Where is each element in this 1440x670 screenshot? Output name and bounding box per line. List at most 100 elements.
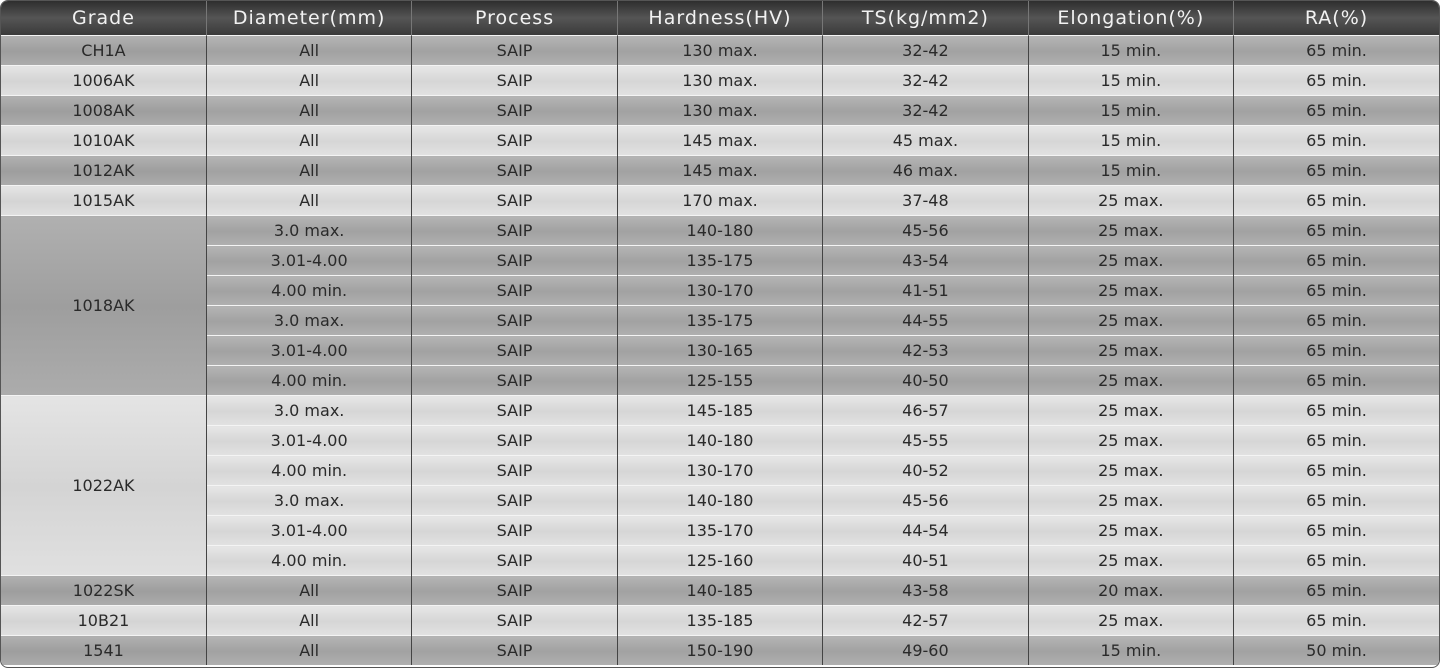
table-cell: 45-55 [822, 425, 1029, 456]
table-cell: 65 min. [1233, 455, 1439, 486]
table-cell: 65 min. [1233, 275, 1439, 306]
grade-cell: CH1A [1, 35, 207, 66]
table-cell: SAIP [411, 95, 618, 126]
table-cell: 145 max. [616, 155, 823, 186]
table-cell: All [205, 65, 412, 96]
table-cell: 4.00 min. [205, 275, 412, 306]
table-cell: SAIP [411, 275, 618, 306]
table-row: 3.01-4.00 SAIP 140-180 45-55 25 max. 65 min. [1, 425, 1439, 456]
table-cell: 3.01-4.00 [205, 515, 412, 546]
table-cell: 25 max. [1027, 545, 1234, 576]
table-cell: 45-56 [822, 215, 1029, 246]
table-row: 3.01-4.00 SAIP 135-170 44-54 25 max. 65 min. [1, 515, 1439, 546]
table-cell: 42-57 [822, 605, 1029, 636]
table-cell: 3.0 max. [205, 215, 412, 246]
grade-cell: 1015AK [1, 185, 207, 216]
table-row: 4.00 min. SAIP 130-170 40-52 25 max. 65 min. [1, 455, 1439, 486]
table-cell: 130-170 [616, 455, 823, 486]
table-cell: 125-155 [616, 365, 823, 396]
table-row: 4.00 min. SAIP 125-160 40-51 25 max. 65 min. [1, 545, 1439, 576]
table-cell: 41-51 [822, 275, 1029, 306]
table-cell: 3.01-4.00 [205, 245, 412, 276]
table-cell: 15 min. [1027, 125, 1234, 156]
table-row: 1018AK 3.0 max. SAIP 140-180 45-56 25 max. 65 … [1, 215, 1439, 396]
header-row: Grade Diameter(mm) Process Hardness(HV) TS(k… [1, 1, 1439, 36]
table-cell: 32-42 [822, 95, 1029, 126]
table-cell: 25 max. [1027, 215, 1234, 246]
table-cell: SAIP [411, 455, 618, 486]
table-cell: SAIP [411, 215, 618, 246]
table-cell: SAIP [411, 125, 618, 156]
table-cell: 3.01-4.00 [205, 425, 412, 456]
table-cell: 130-165 [616, 335, 823, 366]
table-cell: 4.00 min. [205, 545, 412, 576]
table-cell: 65 min. [1233, 605, 1439, 636]
table-cell: All [205, 635, 412, 665]
table-row: 1010AK All SAIP 145 max. 45 max. 15 min. 65 mi… [1, 125, 1439, 156]
table-cell: 135-175 [616, 305, 823, 336]
table-cell: 44-55 [822, 305, 1029, 336]
table-cell: SAIP [411, 185, 618, 216]
table-cell: 65 min. [1233, 425, 1439, 456]
table-cell: SAIP [411, 335, 618, 366]
header-cell: RA(%) [1233, 1, 1439, 36]
header-cell: Elongation(%) [1027, 1, 1234, 36]
table-cell: 32-42 [822, 65, 1029, 96]
table-cell: 45-56 [822, 485, 1029, 516]
table-cell: 25 max. [1027, 365, 1234, 396]
header-cell: Diameter(mm) [205, 1, 412, 36]
table-cell: 65 min. [1233, 95, 1439, 126]
table-cell: 3.0 max. [205, 485, 412, 516]
table-cell: 42-53 [822, 335, 1029, 366]
table-cell: 130-170 [616, 275, 823, 306]
table-cell: 25 max. [1027, 605, 1234, 636]
table-cell: SAIP [411, 485, 618, 516]
table-cell: 65 min. [1233, 245, 1439, 276]
table-cell: 32-42 [822, 35, 1029, 66]
table-cell: 140-185 [616, 575, 823, 606]
table-cell: SAIP [411, 245, 618, 276]
table-row: 3.0 max. SAIP 140-180 45-56 25 max. 65 min. [1, 485, 1439, 516]
table-row: 3.01-4.00 SAIP 130-165 42-53 25 max. 65 min. [1, 335, 1439, 366]
table-cell: SAIP [411, 65, 618, 96]
table-row: 1008AK All SAIP 130 max. 32-42 15 min. 65 min. [1, 95, 1439, 126]
table-cell: SAIP [411, 365, 618, 396]
table-cell: 25 max. [1027, 335, 1234, 366]
grade-cell: 1006AK [1, 65, 207, 96]
table-cell: 25 max. [1027, 485, 1234, 516]
table-cell: 125-160 [616, 545, 823, 576]
table-body: CH1A All SAIP 130 max. 32-42 15 min. 65 min. 10… [1, 35, 1439, 665]
table-row: 1541 All SAIP 150-190 49-60 15 min. 50 min. [1, 635, 1439, 665]
table-cell: 145-185 [616, 395, 823, 426]
table-cell: 49-60 [822, 635, 1029, 665]
table-cell: All [205, 125, 412, 156]
table-cell: SAIP [411, 395, 618, 426]
table-row: 4.00 min. SAIP 125-155 40-50 25 max. 65 min. [1, 365, 1439, 396]
header-cell: Grade [1, 1, 207, 36]
table-cell: 25 max. [1027, 185, 1234, 216]
grade-cell: 1022AK [1, 395, 207, 576]
table-cell: All [205, 605, 412, 636]
table-row: CH1A All SAIP 130 max. 32-42 15 min. 65 min. [1, 35, 1439, 66]
table-cell: 20 max. [1027, 575, 1234, 606]
table-cell: 43-58 [822, 575, 1029, 606]
table-cell: 145 max. [616, 125, 823, 156]
table-cell: 135-175 [616, 245, 823, 276]
table-cell: 65 min. [1233, 305, 1439, 336]
table-cell: 3.0 max. [205, 305, 412, 336]
table-cell: 40-52 [822, 455, 1029, 486]
table-cell: 130 max. [616, 35, 823, 66]
grade-cell: 1010AK [1, 125, 207, 156]
grade-cell: 1541 [1, 635, 207, 665]
table-cell: 15 min. [1027, 155, 1234, 186]
table-cell: SAIP [411, 305, 618, 336]
table-row: 1022AK 3.0 max. SAIP 145-185 46-57 25 max. 65 … [1, 395, 1439, 576]
table-cell: 65 min. [1233, 575, 1439, 606]
grade-cell: 1012AK [1, 155, 207, 186]
table-cell: 4.00 min. [205, 455, 412, 486]
table-cell: 135-170 [616, 515, 823, 546]
table-cell: SAIP [411, 425, 618, 456]
table-cell: All [205, 575, 412, 606]
table-cell: SAIP [411, 515, 618, 546]
table-row: 1012AK All SAIP 145 max. 46 max. 15 min. 65 mi… [1, 155, 1439, 186]
